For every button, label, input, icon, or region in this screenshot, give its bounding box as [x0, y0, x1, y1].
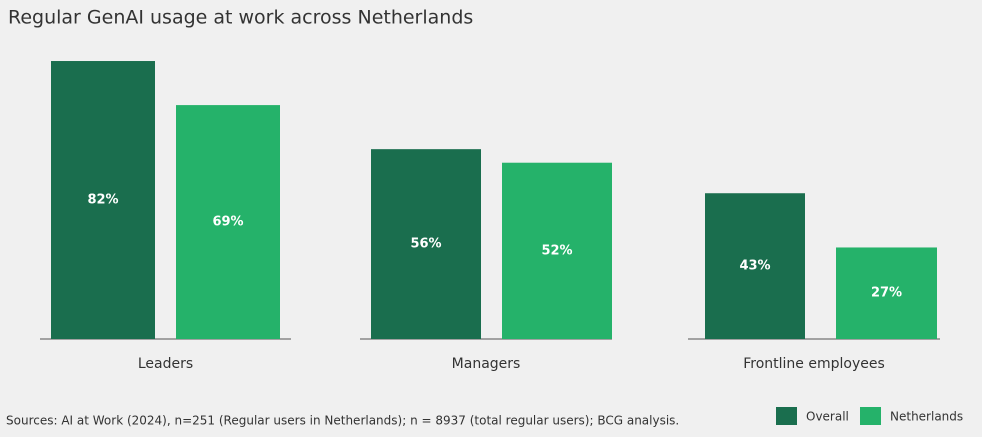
- value-label: 27%: [871, 286, 902, 301]
- value-label: 82%: [87, 193, 118, 208]
- bar: [176, 105, 280, 339]
- value-label: 56%: [410, 237, 441, 252]
- x-tick-label: Frontline employees: [743, 356, 885, 372]
- x-tick-label: Managers: [452, 356, 521, 372]
- chart-title: Regular GenAI usage at work across Nethe…: [8, 7, 473, 29]
- bar: [371, 149, 481, 339]
- bar: [51, 61, 155, 340]
- legend-label: Netherlands: [890, 410, 963, 424]
- value-label: 52%: [541, 243, 572, 258]
- value-label: 43%: [739, 259, 770, 274]
- value-label: 69%: [212, 215, 243, 230]
- bar: [705, 193, 805, 339]
- legend-swatch: [860, 407, 881, 425]
- bar: [502, 162, 612, 339]
- x-tick-label: Leaders: [138, 356, 193, 372]
- source-note: Sources: AI at Work (2024), n=251 (Regul…: [6, 414, 679, 428]
- bar: [836, 247, 937, 339]
- legend-label: Overall: [806, 410, 849, 424]
- legend-swatch: [776, 407, 797, 425]
